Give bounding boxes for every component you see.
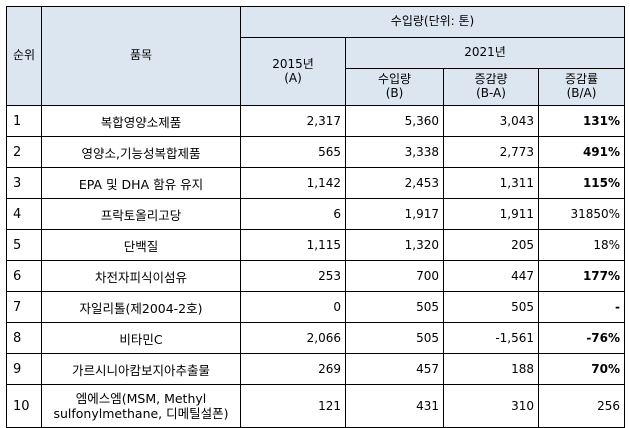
row-rank: 5 xyxy=(6,229,42,261)
row-item: 비타민C xyxy=(41,322,241,354)
row-change: 188 xyxy=(443,353,539,385)
header-change-label: 증감량 xyxy=(474,72,508,87)
row-2015: 565 xyxy=(240,136,346,168)
row-2021: 505 xyxy=(345,291,444,323)
header-rank: 순위 xyxy=(6,6,42,106)
header-imports-sub: (B) xyxy=(385,86,404,100)
header-2021: 2021년 xyxy=(344,37,626,69)
row-rate: -76% xyxy=(537,322,626,354)
row-2015: 2,066 xyxy=(240,322,346,354)
row-2015: 121 xyxy=(240,384,346,428)
row-item: 엠에스엠(MSM, Methyl sulfonylmethane, 디메틸설폰) xyxy=(41,384,241,428)
row-rate: 31850% xyxy=(537,198,626,230)
table-row: 10 엠에스엠(MSM, Methyl sulfonylmethane, 디메틸… xyxy=(6,384,626,428)
table-row: 1 복합영양소제품 2,317 5,360 3,043 131% xyxy=(6,105,626,137)
header-imports: 수입량 (B) xyxy=(345,68,444,106)
row-2015: 0 xyxy=(240,291,346,323)
table-row: 2 영양소,기능성복합제품 565 3,338 2,773 491% xyxy=(6,136,626,168)
row-rate: 18% xyxy=(537,229,626,261)
row-2021: 3,338 xyxy=(345,136,444,168)
row-rate: - xyxy=(537,291,626,323)
row-item-line1: 엠에스엠(MSM, Methyl xyxy=(75,391,207,406)
header-rate: 증감률 (B/A) xyxy=(537,68,626,106)
table-row: 8 비타민C 2,066 505 -1,561 -76% xyxy=(6,322,626,354)
table-row: 3 EPA 및 DHA 함유 유지 1,142 2,453 1,311 115% xyxy=(6,167,626,199)
header-2015-year: 2015년 xyxy=(272,56,314,71)
row-rank: 3 xyxy=(6,167,42,199)
import-volume-table: 순위 품목 수입량(단위: 톤) 2015년 (A) 2021년 수입량 (B)… xyxy=(6,6,626,428)
row-rate: 131% xyxy=(537,105,626,137)
row-rate: 177% xyxy=(537,260,626,292)
row-2021: 505 xyxy=(345,322,444,354)
row-item: EPA 및 DHA 함유 유지 xyxy=(41,167,241,199)
row-rank: 7 xyxy=(6,291,42,323)
header-change-sub: (B-A) xyxy=(476,86,506,100)
row-2021: 5,360 xyxy=(345,105,444,137)
row-2015: 1,115 xyxy=(240,229,346,261)
row-rank: 8 xyxy=(6,322,42,354)
header-item: 품목 xyxy=(41,6,241,106)
row-2021: 431 xyxy=(345,384,444,428)
row-change: 505 xyxy=(443,291,539,323)
table-row: 4 프락토올리고당 6 1,917 1,911 31850% xyxy=(6,198,626,230)
row-2021: 457 xyxy=(345,353,444,385)
row-change: 447 xyxy=(443,260,539,292)
row-rate: 256 xyxy=(537,384,626,428)
row-2021: 2,453 xyxy=(345,167,444,199)
header-import-group: 수입량(단위: 톤) xyxy=(239,6,626,38)
row-item: 차전자피식이섬유 xyxy=(41,260,241,292)
row-change: 205 xyxy=(443,229,539,261)
row-change: 1,911 xyxy=(443,198,539,230)
row-2015: 2,317 xyxy=(240,105,346,137)
header-2015-sub: (A) xyxy=(284,70,302,85)
row-change: 1,311 xyxy=(443,167,539,199)
header-rate-label: 증감률 xyxy=(564,72,599,87)
row-rank: 4 xyxy=(6,198,42,230)
row-rank: 1 xyxy=(6,105,42,137)
table-row: 9 가르시니아캄보지아추출물 269 457 188 70% xyxy=(6,353,626,385)
table-row: 5 단백질 1,115 1,320 205 18% xyxy=(6,229,626,261)
row-2021: 700 xyxy=(345,260,444,292)
row-change: 2,773 xyxy=(443,136,539,168)
row-2015: 1,142 xyxy=(240,167,346,199)
row-item: 복합영양소제품 xyxy=(41,105,241,137)
header-rate-sub: (B/A) xyxy=(566,86,597,100)
row-item: 영양소,기능성복합제품 xyxy=(41,136,241,168)
header-imports-label: 수입량 xyxy=(377,72,412,87)
header-change: 증감량 (B-A) xyxy=(443,68,539,106)
row-item: 단백질 xyxy=(41,229,241,261)
row-rank: 10 xyxy=(6,384,42,428)
row-2015: 6 xyxy=(240,198,346,230)
row-2015: 253 xyxy=(240,260,346,292)
row-rate: 115% xyxy=(537,167,626,199)
row-rate: 491% xyxy=(537,136,626,168)
row-change: 3,043 xyxy=(443,105,539,137)
row-item: 프락토올리고당 xyxy=(41,198,241,230)
row-2015: 269 xyxy=(240,353,346,385)
table-row: 6 차전자피식이섬유 253 700 447 177% xyxy=(6,260,626,292)
row-2021: 1,917 xyxy=(345,198,444,230)
row-change: -1,561 xyxy=(443,322,539,354)
row-item: 자일리톨(제2004-2호) xyxy=(41,291,241,323)
row-rank: 9 xyxy=(6,353,42,385)
header-2015: 2015년 (A) xyxy=(240,37,346,106)
row-rank: 2 xyxy=(6,136,42,168)
row-rank: 6 xyxy=(6,260,42,292)
table-row: 7 자일리톨(제2004-2호) 0 505 505 - xyxy=(6,291,626,323)
row-item-line2: sulfonylmethane, 디메틸설폰) xyxy=(53,406,229,421)
row-item: 가르시니아캄보지아추출물 xyxy=(41,353,241,385)
row-2021: 1,320 xyxy=(345,229,444,261)
row-change: 310 xyxy=(443,384,539,428)
row-rate: 70% xyxy=(537,353,626,385)
